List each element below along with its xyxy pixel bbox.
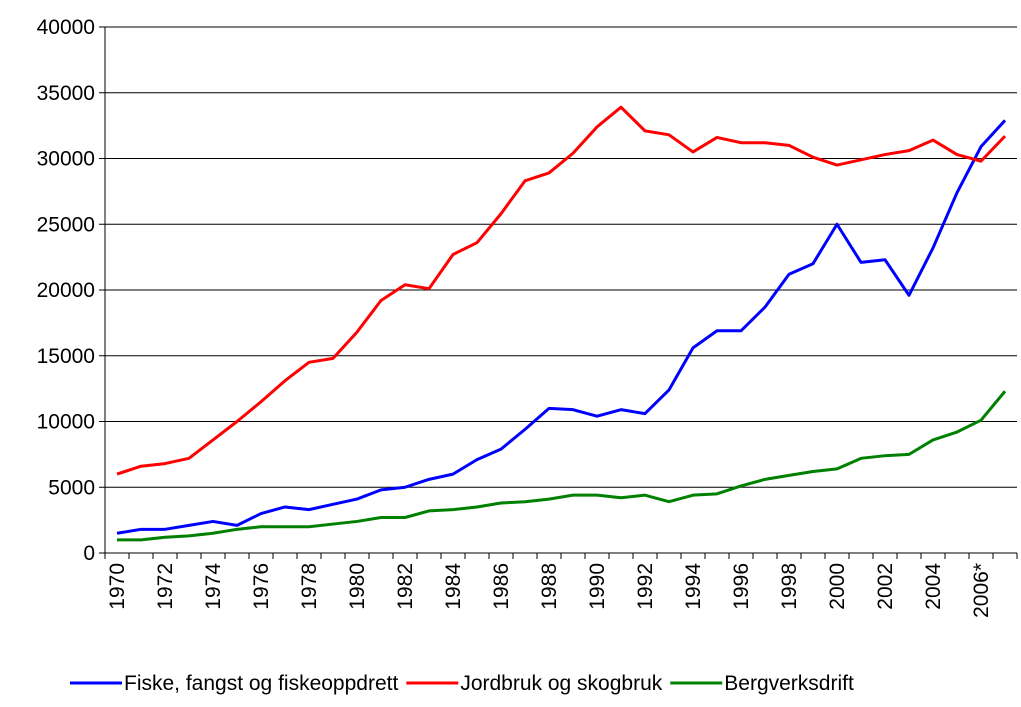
legend-label: Bergverksdrift [724,672,854,695]
y-tick-label: 40000 [37,16,95,39]
series-line [116,105,1007,476]
legend-label: Fiske, fangst og fiskeoppdrett [124,672,398,695]
x-tick-label: 1972 [154,563,177,610]
x-tick-label: 1978 [298,563,321,610]
y-tick-label: 30000 [37,148,95,171]
x-tick-label: 2002 [874,563,897,610]
y-tick-label: 25000 [37,213,95,236]
x-tick-label: 1984 [442,563,465,610]
y-tick-label: 15000 [37,345,95,368]
x-tick-label: 2000 [826,563,849,610]
y-tick-label: 10000 [37,411,95,434]
x-tick-label: 2004 [922,563,945,610]
x-tick-label: 1986 [490,563,513,610]
x-tick-label: 1970 [106,563,129,610]
y-tick-label: 20000 [37,279,95,302]
legend: Fiske, fangst og fiskeoppdrett Jordbruk o… [70,672,854,695]
x-tick-label: 1980 [346,563,369,610]
x-tick-label: 1988 [538,563,561,610]
x-tick-label: 1998 [778,563,801,610]
y-tick-label: 0 [83,542,95,565]
x-tick-label: 1990 [586,563,609,610]
series-line [117,390,1007,542]
x-tick-label: 1976 [250,563,273,610]
x-tick-label: 1992 [634,563,657,610]
y-tick-label: 35000 [37,82,95,105]
y-tick-label: 5000 [48,476,95,499]
x-tick-label: 1974 [202,563,225,610]
x-tick-label: 1996 [730,563,753,610]
series-line [116,119,1007,535]
x-tick-label: 1994 [682,563,705,610]
x-tick-label: 2006* [970,563,993,618]
x-tick-label: 1982 [394,563,417,610]
legend-label: Jordbruk og skogbruk [460,672,662,695]
